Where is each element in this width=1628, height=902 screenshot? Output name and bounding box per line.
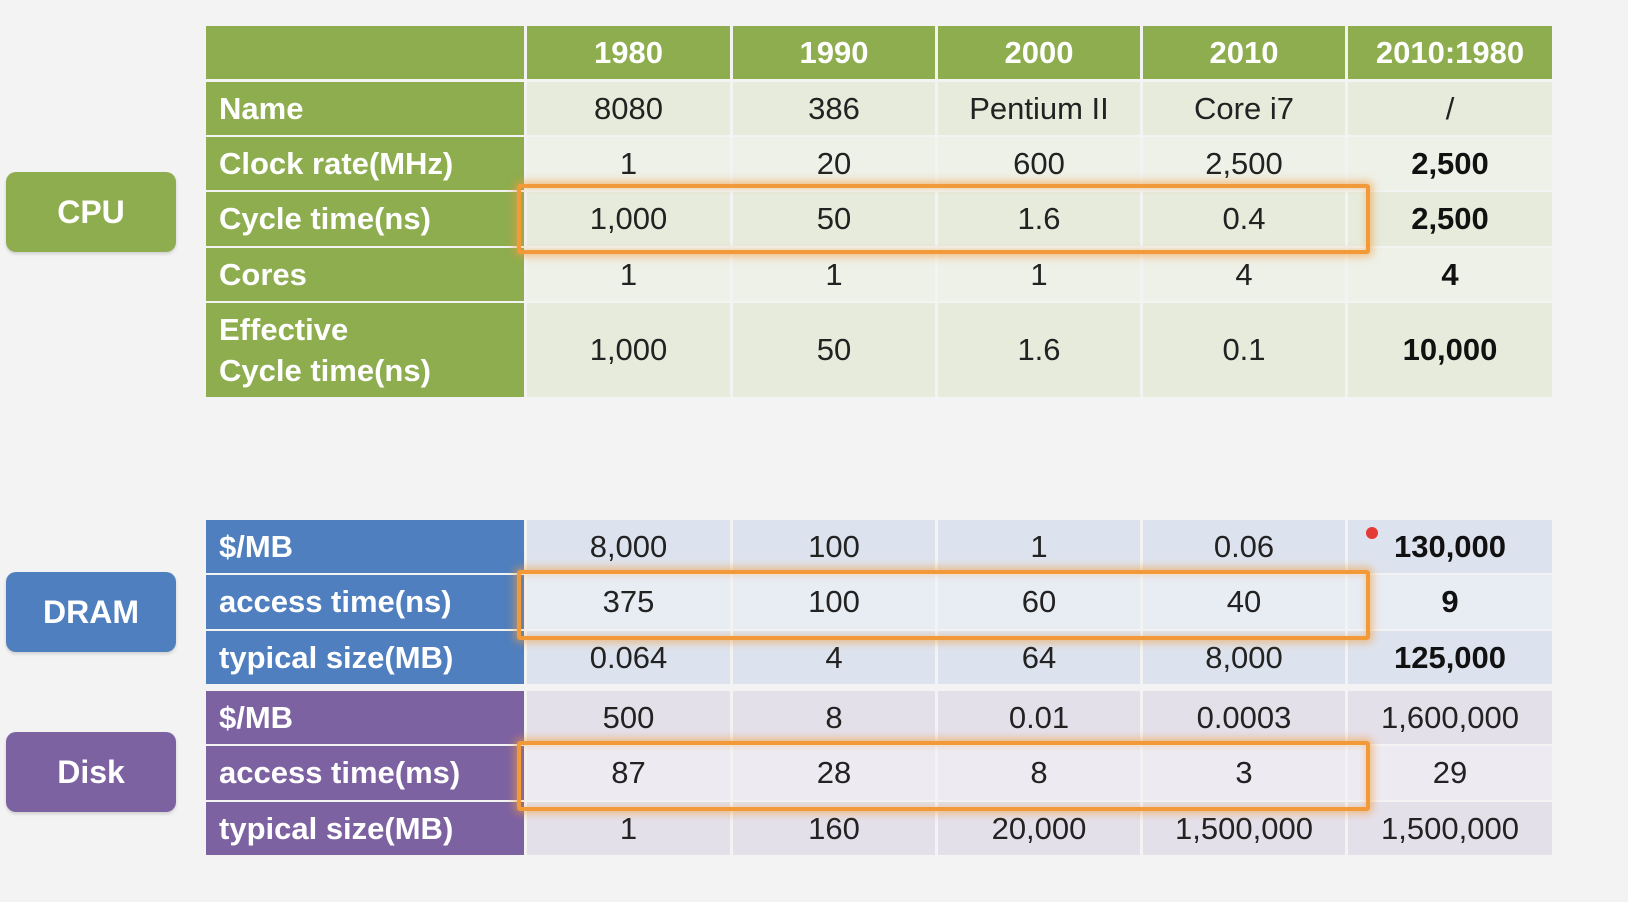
- header-cell: 2010: [1143, 26, 1348, 79]
- table-cell: 160: [733, 802, 938, 855]
- table-header-row: 1980 1990 2000 2010 2010:1980: [206, 26, 1552, 79]
- table-cell: 1,500,000: [1143, 802, 1348, 855]
- row-label: $/MB: [206, 691, 527, 744]
- header-cell: [206, 26, 527, 79]
- ratio-cell: 125,000: [1348, 631, 1552, 684]
- table-cell: 20,000: [938, 802, 1143, 855]
- header-cell: 1980: [527, 26, 733, 79]
- table-cell: 20: [733, 137, 938, 190]
- row-label: access time(ms): [206, 746, 527, 800]
- table-cell: 100: [733, 520, 938, 573]
- table-cell: 50: [733, 192, 938, 246]
- disk-section-label: Disk: [6, 732, 176, 812]
- ratio-cell: 29: [1348, 746, 1552, 800]
- row-label: Cycle time(ns): [206, 192, 527, 246]
- table-cell: 2,500: [1143, 137, 1348, 190]
- table-cell: 386: [733, 82, 938, 135]
- table-cell: 1: [733, 248, 938, 301]
- table-cell: 0.1: [1143, 303, 1348, 397]
- ratio-cell: 10,000: [1348, 303, 1552, 397]
- table-row: $/MB 500 8 0.01 0.0003 1,600,000: [206, 691, 1552, 744]
- table-cell: 28: [733, 746, 938, 800]
- table-cell: 50: [733, 303, 938, 397]
- ratio-cell: 1,500,000: [1348, 802, 1552, 855]
- table-cell: 3: [1143, 746, 1348, 800]
- table-row: access time(ms) 87 28 8 3 29: [206, 746, 1552, 800]
- ratio-cell: 9: [1348, 575, 1552, 629]
- table-cell: 1: [527, 137, 733, 190]
- table-cell: 1: [527, 248, 733, 301]
- table-cell: Pentium II: [938, 82, 1143, 135]
- table-cell: 1,000: [527, 303, 733, 397]
- table-cell: 64: [938, 631, 1143, 684]
- table-row: Clock rate(MHz) 1 20 600 2,500 2,500: [206, 137, 1552, 190]
- row-label: access time(ns): [206, 575, 527, 629]
- table-row: access time(ns) 375 100 60 40 9: [206, 575, 1552, 629]
- table-cell: 0.4: [1143, 192, 1348, 246]
- table-cell: /: [1348, 82, 1552, 135]
- table-cell: 0.06: [1143, 520, 1348, 573]
- pointer-dot: [1366, 527, 1378, 539]
- table-cell: 100: [733, 575, 938, 629]
- table-cell: 375: [527, 575, 733, 629]
- table-cell: 8080: [527, 82, 733, 135]
- table-row: Cores 1 1 1 4 4: [206, 248, 1552, 301]
- table-cell: 60: [938, 575, 1143, 629]
- table-row: typical size(MB) 0.064 4 64 8,000 125,00…: [206, 631, 1552, 684]
- table-cell: 500: [527, 691, 733, 744]
- table-cell: 40: [1143, 575, 1348, 629]
- header-cell: 2000: [938, 26, 1143, 79]
- table-cell: 87: [527, 746, 733, 800]
- table-cell: 0.01: [938, 691, 1143, 744]
- table-cell: 1: [938, 520, 1143, 573]
- table-cell: 8,000: [1143, 631, 1348, 684]
- row-label: $/MB: [206, 520, 527, 573]
- table-cell: Core i7: [1143, 82, 1348, 135]
- table-cell: 0.0003: [1143, 691, 1348, 744]
- row-label: Name: [206, 82, 527, 135]
- row-label: Effective Cycle time(ns): [206, 303, 527, 397]
- row-label: Clock rate(MHz): [206, 137, 527, 190]
- ratio-cell: 2,500: [1348, 192, 1552, 246]
- ratio-cell: 1,600,000: [1348, 691, 1552, 744]
- row-label: typical size(MB): [206, 802, 527, 855]
- table-row: Cycle time(ns) 1,000 50 1.6 0.4 2,500: [206, 192, 1552, 246]
- table-cell: 8: [938, 746, 1143, 800]
- table-cell: 8,000: [527, 520, 733, 573]
- table-row: typical size(MB) 1 160 20,000 1,500,000 …: [206, 802, 1552, 855]
- table-cell: 4: [733, 631, 938, 684]
- table-cell: 600: [938, 137, 1143, 190]
- table-cell: 1: [938, 248, 1143, 301]
- ratio-cell: 130,000: [1348, 520, 1552, 573]
- ratio-cell: 2,500: [1348, 137, 1552, 190]
- header-cell: 1990: [733, 26, 938, 79]
- table-row: Name 8080 386 Pentium II Core i7 /: [206, 82, 1552, 135]
- table-cell: 4: [1143, 248, 1348, 301]
- row-label: Cores: [206, 248, 527, 301]
- row-label: typical size(MB): [206, 631, 527, 684]
- table-row: $/MB 8,000 100 1 0.06 130,000: [206, 520, 1552, 573]
- table-cell: 8: [733, 691, 938, 744]
- cpu-section-label: CPU: [6, 172, 176, 252]
- dram-section-label: DRAM: [6, 572, 176, 652]
- table-cell: 1,000: [527, 192, 733, 246]
- table-cell: 1.6: [938, 192, 1143, 246]
- header-cell: 2010:1980: [1348, 26, 1552, 79]
- table-cell: 0.064: [527, 631, 733, 684]
- table-cell: 1.6: [938, 303, 1143, 397]
- ratio-cell: 4: [1348, 248, 1552, 301]
- table-cell: 1: [527, 802, 733, 855]
- table-row: Effective Cycle time(ns) 1,000 50 1.6 0.…: [206, 303, 1552, 397]
